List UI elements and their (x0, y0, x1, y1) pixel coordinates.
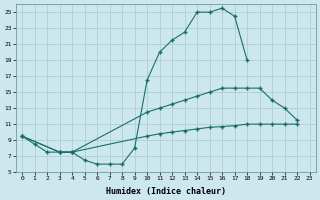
X-axis label: Humidex (Indice chaleur): Humidex (Indice chaleur) (106, 187, 226, 196)
